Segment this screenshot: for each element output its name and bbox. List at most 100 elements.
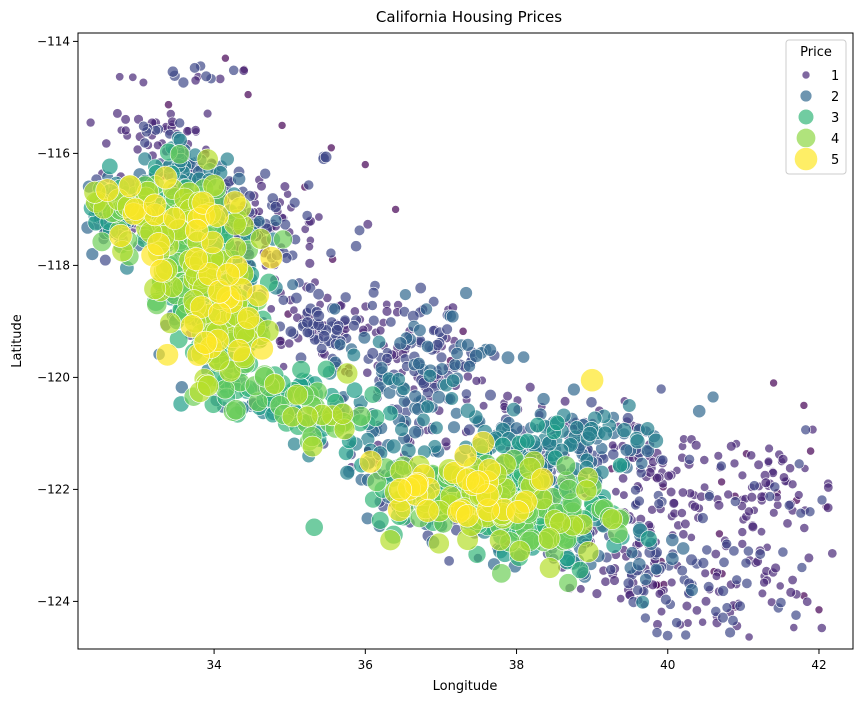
data-point bbox=[741, 577, 753, 589]
data-point bbox=[435, 351, 448, 364]
data-point bbox=[796, 562, 808, 573]
data-point bbox=[415, 498, 440, 523]
data-point bbox=[721, 538, 733, 550]
data-point bbox=[339, 291, 352, 304]
data-point bbox=[350, 240, 362, 253]
data-point bbox=[444, 391, 459, 406]
data-point bbox=[393, 336, 408, 351]
data-point bbox=[559, 396, 571, 407]
data-point bbox=[799, 523, 810, 533]
data-point bbox=[756, 527, 766, 537]
data-point bbox=[420, 399, 435, 414]
data-point bbox=[555, 455, 577, 476]
data-point bbox=[200, 70, 212, 83]
data-point bbox=[400, 442, 417, 459]
data-point bbox=[431, 390, 446, 405]
data-point bbox=[489, 529, 511, 552]
data-point bbox=[677, 487, 688, 498]
data-point bbox=[414, 281, 427, 294]
data-point bbox=[448, 358, 462, 371]
data-point bbox=[502, 391, 513, 402]
data-point bbox=[718, 556, 730, 568]
data-point bbox=[184, 247, 209, 271]
data-point bbox=[689, 501, 700, 512]
data-point bbox=[372, 334, 387, 349]
data-point bbox=[471, 376, 482, 386]
data-point bbox=[112, 108, 123, 119]
data-point bbox=[273, 229, 293, 250]
legend-title: Price bbox=[800, 45, 832, 60]
data-point bbox=[441, 323, 453, 335]
data-point bbox=[303, 179, 315, 191]
data-point bbox=[701, 544, 713, 556]
data-point bbox=[729, 496, 741, 507]
data-point bbox=[220, 151, 235, 167]
legend-marker bbox=[801, 70, 811, 80]
data-point bbox=[312, 309, 325, 323]
data-point bbox=[301, 435, 324, 458]
data-point bbox=[277, 294, 289, 306]
data-point bbox=[317, 360, 336, 379]
data-point bbox=[724, 626, 736, 639]
data-point bbox=[453, 444, 478, 468]
data-point bbox=[519, 432, 536, 450]
data-point bbox=[95, 178, 120, 202]
data-point bbox=[681, 600, 693, 612]
data-point bbox=[101, 138, 112, 149]
data-point bbox=[237, 306, 261, 330]
data-point bbox=[85, 247, 100, 261]
data-point bbox=[471, 430, 495, 454]
data-point bbox=[446, 373, 461, 388]
data-point bbox=[567, 382, 581, 397]
data-point bbox=[753, 459, 764, 470]
data-point bbox=[723, 489, 734, 500]
data-point bbox=[124, 197, 148, 221]
data-point bbox=[367, 286, 380, 299]
data-point bbox=[185, 218, 209, 243]
data-point bbox=[506, 402, 522, 418]
legend-label: 3 bbox=[831, 111, 839, 126]
x-axis-label: Longitude bbox=[433, 679, 498, 694]
data-point bbox=[648, 432, 664, 449]
data-point bbox=[728, 545, 740, 557]
data-point bbox=[576, 584, 586, 594]
data-point bbox=[494, 436, 512, 454]
data-point bbox=[787, 574, 798, 585]
data-point bbox=[651, 627, 663, 638]
data-point bbox=[85, 117, 96, 128]
y-axis-ticks: −114 −116 −118 −120 −122 −124 bbox=[37, 34, 78, 608]
y-tick-label: −124 bbox=[37, 594, 70, 608]
data-point bbox=[290, 291, 303, 304]
data-point bbox=[746, 450, 757, 461]
data-point bbox=[668, 498, 679, 509]
data-point bbox=[793, 458, 805, 470]
legend-marker bbox=[794, 147, 818, 171]
data-point bbox=[394, 422, 409, 437]
data-point bbox=[153, 140, 163, 151]
data-point bbox=[385, 316, 397, 328]
data-point bbox=[207, 301, 232, 326]
legend-label: 5 bbox=[831, 153, 839, 168]
data-point bbox=[374, 361, 389, 375]
data-point bbox=[783, 499, 795, 511]
data-point bbox=[275, 336, 286, 347]
data-point bbox=[339, 465, 355, 481]
data-point bbox=[422, 368, 437, 383]
data-point bbox=[286, 278, 299, 291]
legend-marker bbox=[799, 89, 813, 103]
data-point bbox=[827, 548, 838, 559]
data-point bbox=[800, 424, 812, 436]
data-point bbox=[597, 425, 613, 441]
data-point bbox=[666, 577, 677, 588]
legend-marker bbox=[797, 108, 815, 126]
data-point bbox=[806, 446, 815, 456]
data-point bbox=[618, 473, 629, 484]
data-point bbox=[549, 512, 572, 534]
data-point bbox=[727, 614, 739, 627]
data-point bbox=[633, 495, 645, 507]
data-point bbox=[463, 423, 476, 436]
data-point bbox=[619, 490, 629, 500]
data-point bbox=[348, 320, 360, 332]
data-point bbox=[137, 151, 153, 167]
data-point bbox=[816, 623, 827, 633]
